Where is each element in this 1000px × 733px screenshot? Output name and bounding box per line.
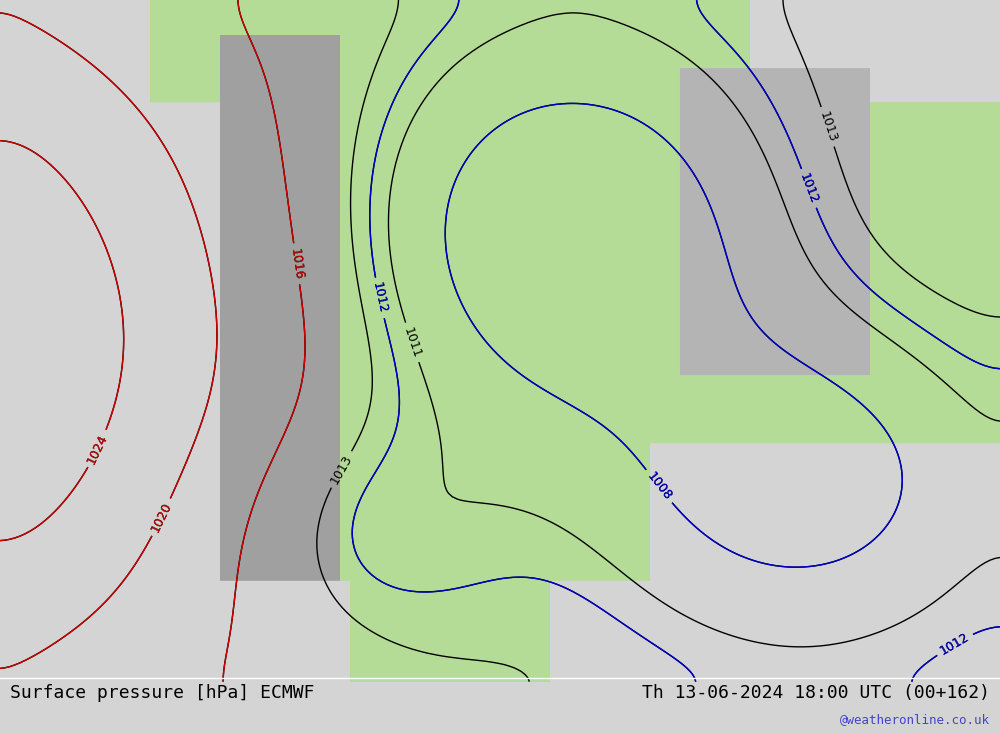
Text: Surface pressure [hPa] ECMWF: Surface pressure [hPa] ECMWF [10, 684, 314, 701]
Text: 1012: 1012 [938, 630, 972, 658]
Text: 1012: 1012 [797, 172, 820, 205]
Text: 1013: 1013 [817, 110, 839, 144]
Text: 1024: 1024 [85, 432, 110, 465]
Text: 1011: 1011 [401, 325, 423, 359]
Text: @weatheronline.co.uk: @weatheronline.co.uk [840, 712, 990, 726]
Text: 1024: 1024 [85, 432, 110, 465]
Text: 1020: 1020 [149, 500, 174, 534]
Text: 1008: 1008 [644, 470, 674, 503]
Text: 1020: 1020 [149, 500, 174, 534]
Text: 1016: 1016 [288, 247, 305, 280]
Text: 1008: 1008 [644, 470, 674, 503]
Text: 1012: 1012 [938, 630, 972, 658]
Text: 1013: 1013 [328, 452, 355, 486]
Text: 1016: 1016 [288, 247, 305, 280]
Text: 1012: 1012 [370, 281, 389, 315]
Text: Th 13-06-2024 18:00 UTC (00+162): Th 13-06-2024 18:00 UTC (00+162) [642, 684, 990, 701]
Text: 1012: 1012 [797, 172, 820, 205]
Text: 1012: 1012 [370, 281, 389, 315]
